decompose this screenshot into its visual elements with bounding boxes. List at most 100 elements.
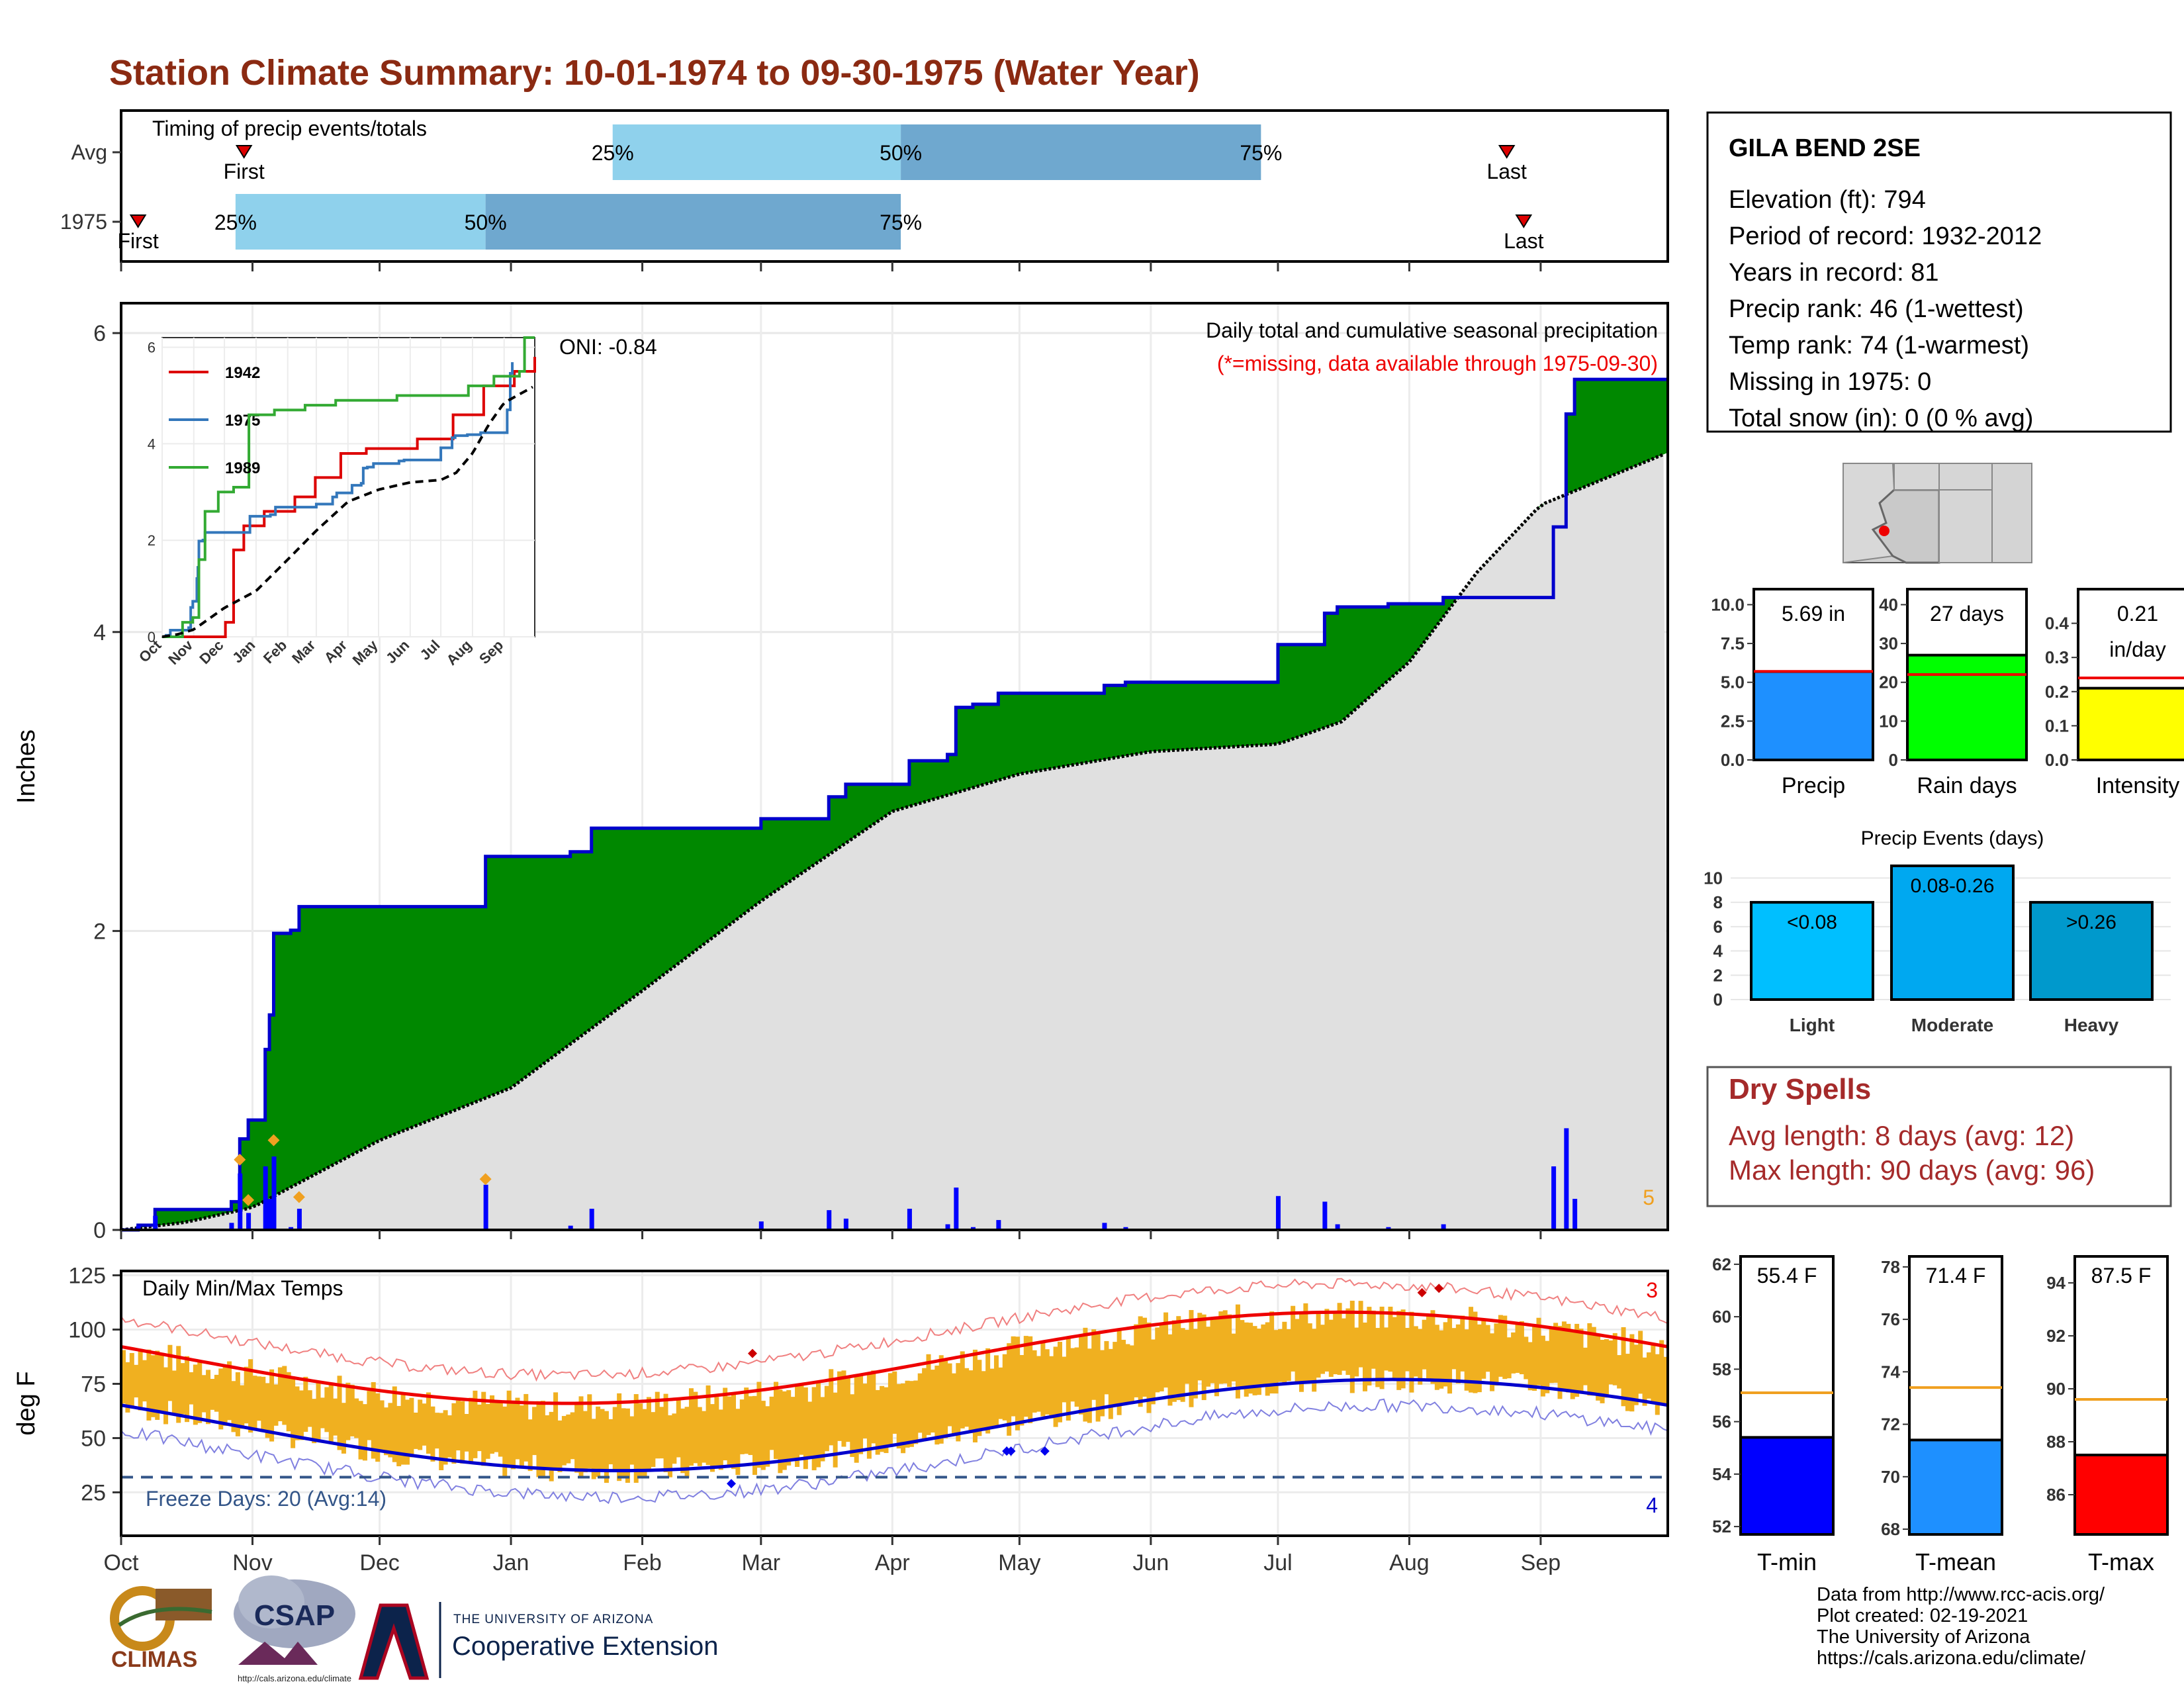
daily-temperature-bar: [901, 1383, 906, 1454]
dry-spells-max-length: Max length: 90 days (avg: 96): [1729, 1154, 2095, 1186]
precip-daily-bar: [246, 1213, 251, 1230]
daily-temperature-bar: [1371, 1310, 1376, 1369]
daily-temperature-bar: [502, 1406, 508, 1477]
daily-temperature-bar: [1413, 1326, 1418, 1377]
precip-record-marker: [234, 1153, 246, 1166]
daily-temperature-bar: [709, 1404, 715, 1472]
daily-temperature-bar: [1578, 1329, 1584, 1391]
station-detail-lines: Elevation (ft): 794 Period of record: 193…: [1729, 186, 2042, 432]
precip-daily-bar: [271, 1156, 277, 1230]
temperature-y-tick-label: 50: [81, 1426, 106, 1451]
daily-temperature-bar: [1367, 1307, 1372, 1385]
station-info-box: GILA BEND 2SE Elevation (ft): 794 Period …: [1706, 111, 2172, 433]
daily-temperature-bar: [422, 1403, 427, 1446]
daily-temperature-bar: [612, 1407, 617, 1470]
record-min-line: [120, 1398, 1668, 1505]
daily-temperature-bar: [850, 1394, 855, 1457]
daily-temperature-bar: [447, 1415, 453, 1458]
daily-temperature-bar: [765, 1406, 770, 1467]
daily-temperature-bar: [1642, 1357, 1647, 1406]
daily-temperature-bar: [1074, 1347, 1079, 1407]
station-detail-line: Total snow (in): 0 (0 % avg): [1729, 404, 2033, 432]
precip-summary-bars: 0.0 2.5 5.0 7.5 10.0 5.69 in Precip 0 10 20 30 40 27…: [1711, 588, 2184, 798]
dry-spells-frame: [1706, 1066, 2172, 1207]
daily-temperature-bar: [1218, 1311, 1224, 1384]
daily-temperature-bar: [252, 1376, 257, 1429]
precip-events-tick-label: 6: [1713, 917, 1723, 937]
precip-y-tick-label: 4: [93, 620, 106, 645]
daily-temperature-bar: [1146, 1322, 1152, 1413]
daily-temperature-bar: [265, 1383, 270, 1438]
daily-temperature-bar: [667, 1415, 672, 1477]
daily-temperature-bar: [291, 1378, 296, 1448]
daily-temperature-bar: [1363, 1322, 1368, 1391]
daily-temperature-bar: [1163, 1312, 1169, 1388]
daily-temperature-bar: [561, 1416, 567, 1466]
precip-y-tick-label: 0: [93, 1218, 106, 1243]
csap-logo: CSAP http://cals.arizona.edu/climate: [234, 1575, 355, 1683]
daily-temperature-bar: [1189, 1310, 1194, 1407]
daily-temperature-bar: [155, 1350, 160, 1420]
daily-temperature-bar: [498, 1400, 503, 1457]
daily-temperature-bar: [1129, 1345, 1134, 1402]
daily-temperature-bar: [222, 1365, 228, 1426]
daily-temperature-bar: [485, 1403, 490, 1459]
daily-temperature-bar: [1473, 1311, 1478, 1393]
daily-temperature-bar: [1155, 1327, 1160, 1393]
daily-temperature-bar: [799, 1385, 804, 1455]
timing-first-label: First: [118, 229, 159, 253]
daily-temperature-bar: [926, 1354, 931, 1435]
daily-temperature-bar: [596, 1406, 601, 1477]
daily-temperature-bar: [922, 1368, 927, 1440]
oni-label: ONI: -0.84: [559, 335, 657, 359]
daily-temperature-bar: [1553, 1323, 1559, 1383]
precip-events-range-label: 0.08-0.26: [1911, 875, 1995, 897]
daily-temperature-bar: [981, 1371, 986, 1431]
precip-daily-bar: [945, 1224, 950, 1230]
daily-temperature-bar: [511, 1400, 516, 1470]
daily-temperature-bar: [434, 1413, 439, 1449]
daily-temperature-bar: [1002, 1354, 1007, 1421]
daily-temperature-bar: [375, 1393, 381, 1462]
daily-temperature-bar: [951, 1373, 956, 1435]
daily-temperature-bar: [1477, 1324, 1482, 1393]
daily-temperature-bar: [1328, 1319, 1334, 1377]
daily-temperature-bar: [943, 1359, 948, 1438]
daily-temperature-bar: [227, 1361, 232, 1421]
daily-temperature-bar: [523, 1393, 529, 1462]
temperature-summary-bars: 52 54 56 58 60 62 55.4 F T-min 68 70 72 74 76 78 71.4 …: [1712, 1254, 2169, 1575]
daily-temperature-bar: [1345, 1308, 1351, 1376]
daily-temperature-bar: [723, 1387, 728, 1461]
daily-temperature-bar: [600, 1409, 605, 1471]
daily-temperature-bar: [1222, 1310, 1228, 1383]
inset-series-1975: [162, 362, 514, 638]
daily-temperature-bar: [214, 1374, 219, 1412]
daily-temperature-bar: [1193, 1329, 1198, 1399]
precip-y-tick-label: 2: [93, 919, 106, 944]
precip-events-range-label: <0.08: [1787, 912, 1837, 933]
daily-temperature-bar: [960, 1351, 965, 1429]
precip-normal-line: [120, 453, 1664, 1232]
daily-temperature-bar: [566, 1414, 571, 1464]
daily-temperature-bar: [557, 1420, 563, 1472]
precip-panel: 0 2 4 6 Daily total and cumulative seasonal…: [13, 302, 1669, 1243]
daily-temperature-bar: [494, 1403, 499, 1452]
daily-temperature-bar: [273, 1384, 279, 1426]
precip-daily-bar: [843, 1218, 848, 1230]
ua-block-a: [358, 1603, 430, 1680]
inset-y-tick-label: 0: [148, 629, 156, 645]
daily-temperature-bar: [1231, 1333, 1236, 1382]
daily-temperature-bar: [1062, 1356, 1067, 1403]
precip-summary-tick-label: 0.4: [2045, 614, 2070, 633]
temperature-summary-tick-label: 58: [1712, 1359, 1731, 1379]
daily-temperature-bar: [1587, 1323, 1592, 1396]
temperature-summary-tick-label: 56: [1712, 1412, 1731, 1432]
daily-temperature-bar: [1273, 1330, 1279, 1394]
daily-temperature-bar: [574, 1403, 580, 1473]
daily-temperature-bar: [655, 1391, 660, 1459]
temperature-label: Daily Min/Max Temps: [142, 1276, 343, 1300]
station-detail-line: Missing in 1975: 0: [1729, 368, 1931, 396]
daily-temperature-bar: [1185, 1330, 1190, 1384]
daily-temperature-bar: [782, 1391, 787, 1470]
daily-temperature-bar: [591, 1419, 596, 1479]
